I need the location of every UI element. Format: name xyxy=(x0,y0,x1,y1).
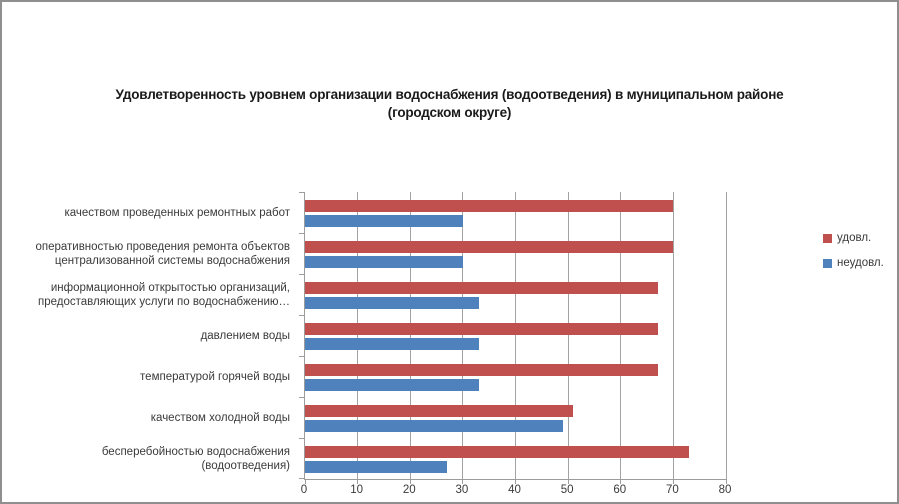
category-axis-tick xyxy=(299,397,305,398)
x-axis-label: 30 xyxy=(455,484,469,496)
bar-unsatisfied xyxy=(305,215,463,227)
category-axis-labels: качеством проведенных ремонтных работ опе… xyxy=(2,192,297,479)
bar-unsatisfied xyxy=(305,256,463,268)
plot-area xyxy=(299,192,727,484)
category-label: температурой горячей воды xyxy=(140,370,290,383)
bar-unsatisfied xyxy=(305,379,479,391)
category-axis-tick xyxy=(299,438,305,439)
bar-satisfied xyxy=(305,446,690,458)
category-axis-tick xyxy=(299,274,305,275)
category-axis-tick xyxy=(299,478,305,479)
category-label: качеством проведенных ремонтных работ xyxy=(64,206,290,219)
legend: удовл. неудовл. xyxy=(823,232,884,282)
x-axis-label: 70 xyxy=(665,484,679,496)
category-axis-tick xyxy=(299,192,305,193)
bar-satisfied xyxy=(305,241,674,253)
x-axis-label: 40 xyxy=(508,484,521,496)
category-label: давлением воды xyxy=(200,329,290,342)
legend-label: неудовл. xyxy=(837,257,884,269)
x-axis-tick xyxy=(672,479,674,484)
value-axis-labels: 0 10 20 30 40 50 60 70 80 xyxy=(2,484,897,500)
legend-item: неудовл. xyxy=(823,257,884,269)
category-axis-tick xyxy=(299,356,305,357)
x-axis-tick xyxy=(409,479,411,484)
x-axis-label: 20 xyxy=(402,484,416,496)
category-axis-tick xyxy=(299,233,305,234)
x-axis-tick xyxy=(567,479,569,484)
chart-title-line-2: (городском округе) xyxy=(387,104,512,120)
gridline xyxy=(357,192,359,479)
bar-satisfied xyxy=(305,364,658,376)
legend-label: удовл. xyxy=(837,232,872,244)
legend-item: удовл. xyxy=(823,232,884,244)
bar-satisfied xyxy=(305,200,674,212)
x-axis-label: 80 xyxy=(718,484,732,496)
bar-unsatisfied xyxy=(305,297,479,309)
gridline xyxy=(567,192,569,479)
x-axis-tick xyxy=(620,479,622,484)
legend-swatch-icon xyxy=(823,258,832,268)
category-label: качеством холодной воды xyxy=(150,411,290,424)
x-axis-tick xyxy=(515,479,516,484)
x-axis-label: 0 xyxy=(300,484,308,496)
x-axis-tick xyxy=(725,479,727,484)
x-axis-tick xyxy=(462,479,464,484)
chart-title: Удовлетворенность уровнем организации во… xyxy=(2,86,897,121)
chart-title-line-1: Удовлетворенность уровнем организации во… xyxy=(115,87,784,102)
x-axis-tick xyxy=(304,479,306,484)
gridline xyxy=(462,192,464,479)
category-label: информационной открытостью организаций, … xyxy=(37,281,290,308)
x-axis-tick xyxy=(357,479,359,484)
legend-swatch-icon xyxy=(823,233,832,243)
x-axis-label: 60 xyxy=(613,484,627,496)
category-axis-tick xyxy=(299,315,305,316)
bar-satisfied xyxy=(305,405,574,417)
bar-satisfied xyxy=(305,323,658,335)
x-axis-label: 50 xyxy=(560,484,574,496)
gridline xyxy=(409,192,411,479)
gridline xyxy=(672,192,674,479)
category-label: оперативностью проведения ремонта объект… xyxy=(35,240,290,267)
gridline xyxy=(515,192,516,479)
x-axis-label: 10 xyxy=(350,484,364,496)
bar-unsatisfied xyxy=(305,420,563,432)
bar-unsatisfied xyxy=(305,338,479,350)
gridline xyxy=(620,192,622,479)
gridline xyxy=(725,192,727,479)
bar-satisfied xyxy=(305,282,658,294)
category-label: бесперебойностью водоснабжения (водоотве… xyxy=(101,445,290,472)
bar-unsatisfied xyxy=(305,461,448,473)
